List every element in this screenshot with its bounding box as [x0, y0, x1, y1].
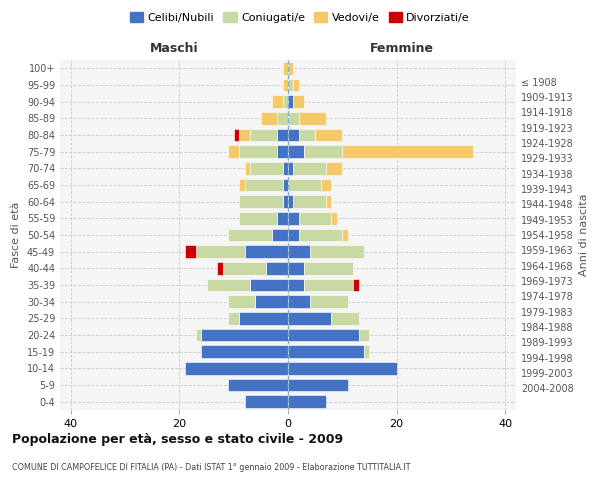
Bar — [250, 162, 283, 174]
Bar — [288, 329, 359, 341]
Bar — [196, 329, 201, 341]
Bar — [299, 112, 326, 124]
Bar — [239, 312, 288, 324]
Bar — [342, 229, 348, 241]
Bar — [315, 129, 342, 141]
Bar — [283, 196, 288, 208]
Bar — [223, 262, 266, 274]
Bar — [326, 162, 342, 174]
Bar — [288, 396, 326, 408]
Bar — [320, 179, 331, 192]
Bar — [288, 279, 304, 291]
Bar — [288, 296, 310, 308]
Bar — [196, 246, 245, 258]
Bar — [288, 312, 331, 324]
Bar — [288, 179, 320, 192]
Bar — [217, 262, 223, 274]
Bar — [288, 79, 293, 92]
Y-axis label: Anni di nascita: Anni di nascita — [579, 194, 589, 276]
Bar — [283, 79, 288, 92]
Bar — [288, 346, 364, 358]
Bar — [283, 96, 288, 108]
Bar — [310, 296, 348, 308]
Bar — [239, 129, 250, 141]
Bar — [245, 162, 250, 174]
Bar — [266, 262, 288, 274]
Bar — [239, 179, 245, 192]
Bar — [206, 279, 250, 291]
Bar — [288, 379, 348, 391]
Bar — [256, 296, 288, 308]
Bar — [185, 362, 288, 374]
Text: Femmine: Femmine — [370, 42, 434, 55]
Bar — [239, 196, 283, 208]
Bar — [353, 279, 359, 291]
Bar — [228, 146, 239, 158]
Bar — [288, 246, 310, 258]
Bar — [293, 96, 304, 108]
Bar — [277, 212, 288, 224]
Bar — [277, 129, 288, 141]
Bar — [250, 279, 288, 291]
Bar — [304, 146, 342, 158]
Bar — [288, 196, 293, 208]
Bar — [331, 212, 337, 224]
Bar — [228, 312, 239, 324]
Bar — [310, 246, 364, 258]
Bar — [234, 129, 239, 141]
Bar — [326, 196, 331, 208]
Bar — [288, 162, 293, 174]
Text: Maschi: Maschi — [149, 42, 199, 55]
Bar — [272, 229, 288, 241]
Bar — [293, 79, 299, 92]
Bar — [288, 112, 299, 124]
Bar — [304, 279, 353, 291]
Bar — [228, 229, 272, 241]
Y-axis label: Fasce di età: Fasce di età — [11, 202, 21, 268]
Legend: Celibi/Nubili, Coniugati/e, Vedovi/e, Divorziati/e: Celibi/Nubili, Coniugati/e, Vedovi/e, Di… — [125, 8, 475, 28]
Bar — [185, 246, 196, 258]
Bar — [299, 212, 331, 224]
Bar — [288, 262, 304, 274]
Bar — [245, 396, 288, 408]
Bar — [299, 129, 315, 141]
Bar — [228, 296, 256, 308]
Bar — [228, 379, 288, 391]
Bar — [299, 229, 342, 241]
Bar — [250, 129, 277, 141]
Bar — [331, 312, 359, 324]
Bar — [201, 346, 288, 358]
Bar — [288, 62, 293, 74]
Bar — [245, 246, 288, 258]
Bar — [304, 262, 353, 274]
Bar — [272, 96, 283, 108]
Bar — [288, 362, 397, 374]
Bar — [239, 146, 277, 158]
Bar — [359, 329, 370, 341]
Bar — [277, 146, 288, 158]
Bar — [342, 146, 473, 158]
Bar — [293, 162, 326, 174]
Bar — [288, 129, 299, 141]
Bar — [283, 162, 288, 174]
Bar — [277, 112, 288, 124]
Bar — [293, 196, 326, 208]
Bar — [283, 62, 288, 74]
Bar — [288, 146, 304, 158]
Text: COMUNE DI CAMPOFELICE DI FITALIA (PA) - Dati ISTAT 1° gennaio 2009 - Elaborazion: COMUNE DI CAMPOFELICE DI FITALIA (PA) - … — [12, 462, 410, 471]
Bar — [288, 212, 299, 224]
Bar — [364, 346, 370, 358]
Text: Popolazione per età, sesso e stato civile - 2009: Popolazione per età, sesso e stato civil… — [12, 432, 343, 446]
Bar — [201, 329, 288, 341]
Bar — [261, 112, 277, 124]
Bar — [283, 179, 288, 192]
Bar — [288, 96, 293, 108]
Bar — [245, 179, 283, 192]
Bar — [239, 212, 277, 224]
Bar — [288, 229, 299, 241]
